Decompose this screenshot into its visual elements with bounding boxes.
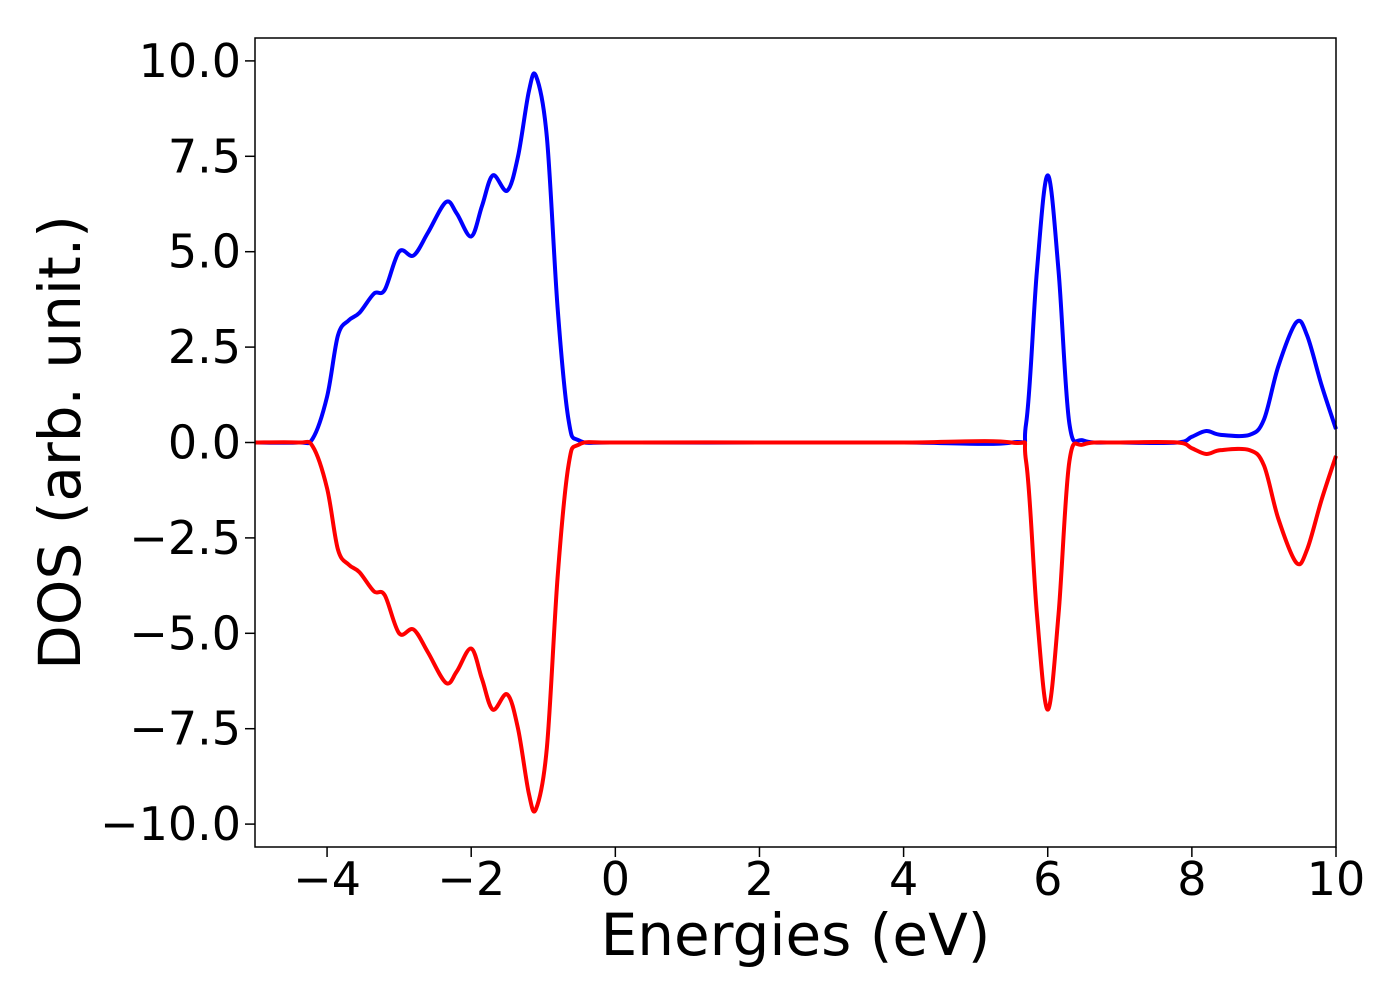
- y-tick-label: −2.5: [129, 511, 241, 565]
- x-tick-label: 2: [745, 852, 774, 906]
- x-tick-label: 10: [1307, 852, 1366, 906]
- x-tick-label: 0: [601, 852, 630, 906]
- x-tick-label: −2: [437, 852, 505, 906]
- x-tick-label: 6: [1033, 852, 1062, 906]
- y-tick-label: 7.5: [168, 129, 241, 183]
- x-tick-label: −4: [293, 852, 361, 906]
- y-tick-label: 2.5: [168, 320, 241, 374]
- y-axis-label: DOS (arb. unit.): [26, 215, 94, 670]
- y-tick-label: −7.5: [129, 702, 241, 756]
- series-line-spin-down: [254, 439, 1338, 814]
- y-tick-label: 5.0: [168, 225, 241, 279]
- y-tick-label: 0.0: [168, 416, 241, 470]
- series-layer: [254, 71, 1338, 814]
- x-tick-label: 8: [1177, 852, 1206, 906]
- y-tick-label: −10.0: [100, 797, 241, 851]
- x-axis-ticks: −4 −2 0 2 4 6 8 10: [293, 847, 1365, 906]
- y-axis-ticks: 10.0 7.5 5.0 2.5 0.0 −2.5 −5.0 −7.5 −10.0: [100, 34, 255, 851]
- x-tick-label: 4: [889, 852, 918, 906]
- x-axis-label: Energies (eV): [601, 901, 991, 969]
- y-tick-label: 10.0: [139, 34, 241, 88]
- series-line-spin-up: [254, 71, 1338, 446]
- y-tick-label: −5.0: [129, 606, 241, 660]
